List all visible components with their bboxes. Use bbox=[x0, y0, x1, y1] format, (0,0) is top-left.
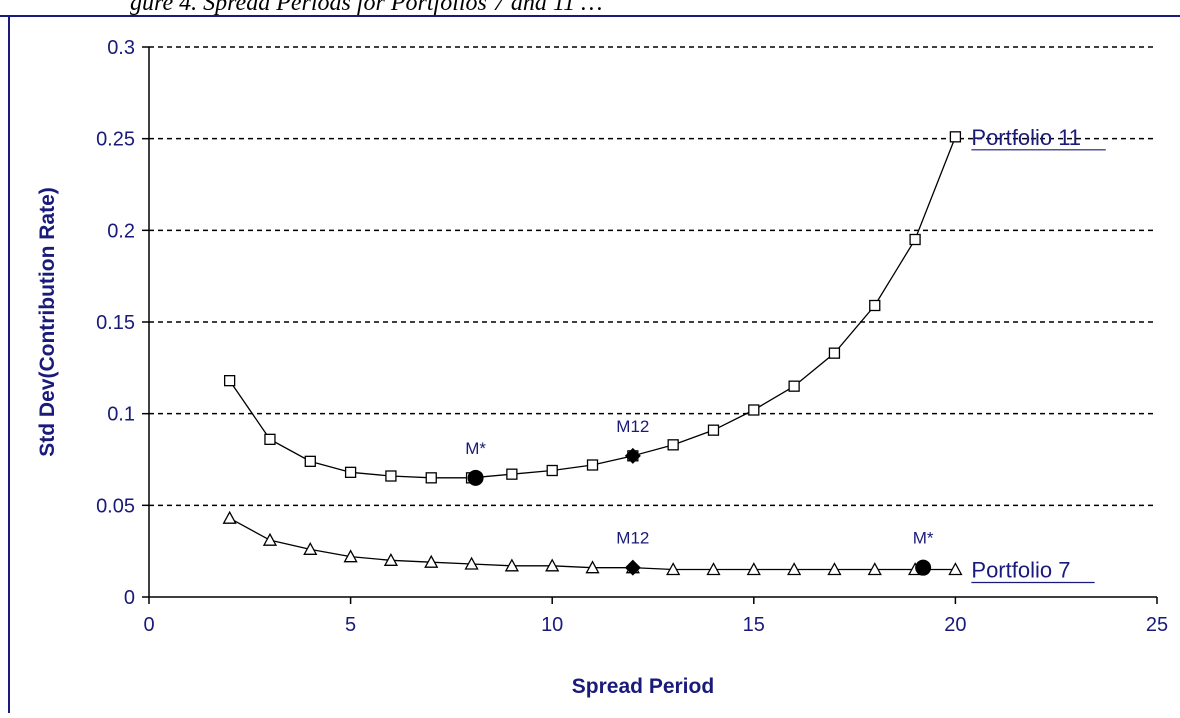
highlight-marker-0 bbox=[467, 469, 484, 486]
y-tick-label-4: 0.2 bbox=[107, 220, 135, 242]
series-2-point-9 bbox=[585, 560, 600, 574]
highlight-label-3: M* bbox=[913, 529, 934, 548]
series-1-point-9 bbox=[586, 459, 599, 471]
series-2-point-8 bbox=[545, 558, 560, 572]
series-2-point-12 bbox=[706, 562, 721, 576]
series-1-point-7 bbox=[506, 468, 518, 480]
series-1-point-11 bbox=[667, 439, 679, 451]
series-label-2: Portfolio 7 bbox=[971, 558, 1070, 583]
series-layer bbox=[222, 131, 963, 576]
series-2-point-2 bbox=[303, 541, 318, 555]
y-tick-label-3: 0.15 bbox=[96, 312, 135, 334]
series-2-point-6 bbox=[464, 556, 479, 570]
highlight-label-2: M12 bbox=[616, 529, 649, 548]
x-tick-label-3: 15 bbox=[743, 614, 765, 636]
x-axis-title: Spread Period bbox=[572, 675, 714, 698]
y-axis-title: Std Dev(Contribution Rate) bbox=[36, 187, 59, 456]
series-1-point-3 bbox=[344, 466, 357, 478]
highlight-marker-2 bbox=[624, 559, 641, 576]
x-tick-label-4: 20 bbox=[944, 614, 966, 636]
labels-layer: Portfolio 11 Portfolio 7 M* M12 M12 M* bbox=[465, 125, 1106, 584]
series-1-point-1 bbox=[264, 433, 276, 445]
series-2-point-18 bbox=[948, 562, 963, 576]
axes-layer: 0 0.05 0.1 0.15 0.2 0.25 0.3 0 5 10 15 20 25 Spread P… bbox=[36, 37, 1168, 698]
highlight-marker-1 bbox=[624, 447, 641, 464]
series-1-point-15 bbox=[828, 347, 841, 359]
series-2-point-15 bbox=[827, 562, 842, 576]
series-1-point-0 bbox=[223, 375, 236, 387]
series-label-1: Portfolio 11 bbox=[971, 125, 1081, 150]
y-tick-label-0: 0 bbox=[124, 587, 135, 609]
highlight-label-0: M* bbox=[465, 439, 486, 458]
series-line-1 bbox=[229, 136, 957, 479]
y-tick-label-2: 0.1 bbox=[107, 404, 135, 426]
series-1-point-5 bbox=[425, 472, 437, 484]
series-2-point-4 bbox=[383, 552, 399, 566]
series-1-point-12 bbox=[707, 424, 720, 436]
x-tick-label-1: 5 bbox=[345, 614, 356, 636]
x-tick-label-2: 10 bbox=[541, 614, 563, 636]
series-1-point-4 bbox=[385, 470, 397, 482]
series-2-point-16 bbox=[867, 562, 882, 576]
series-2-point-1 bbox=[262, 532, 278, 546]
highlight-marker-3 bbox=[915, 559, 932, 576]
series-2-point-11 bbox=[666, 562, 681, 576]
x-tick-label-0: 0 bbox=[143, 614, 154, 636]
series-1-point-18 bbox=[949, 131, 962, 143]
series-2-point-13 bbox=[746, 562, 761, 576]
series-2-point-3 bbox=[343, 549, 358, 563]
series-2-point-14 bbox=[787, 562, 802, 576]
grid-layer bbox=[149, 46, 1157, 507]
series-1-point-17 bbox=[909, 233, 921, 246]
highlight-label-1: M12 bbox=[616, 417, 649, 436]
series-1-point-14 bbox=[788, 380, 800, 392]
series-1-point-2 bbox=[304, 455, 316, 467]
series-1-point-13 bbox=[748, 404, 760, 416]
y-tick-label-1: 0.05 bbox=[96, 495, 135, 517]
series-2-point-5 bbox=[424, 554, 439, 568]
figure-caption: gure 4. Spread Periods for Portfolios 7 … bbox=[130, 0, 603, 16]
y-tick-label-6: 0.3 bbox=[107, 37, 135, 59]
series-2-point-0 bbox=[222, 510, 237, 524]
series-1-point-16 bbox=[869, 299, 881, 312]
x-tick-label-5: 25 bbox=[1146, 614, 1168, 636]
y-tick-label-5: 0.25 bbox=[96, 129, 135, 151]
series-2-point-7 bbox=[504, 558, 519, 572]
series-1-point-8 bbox=[546, 464, 558, 477]
